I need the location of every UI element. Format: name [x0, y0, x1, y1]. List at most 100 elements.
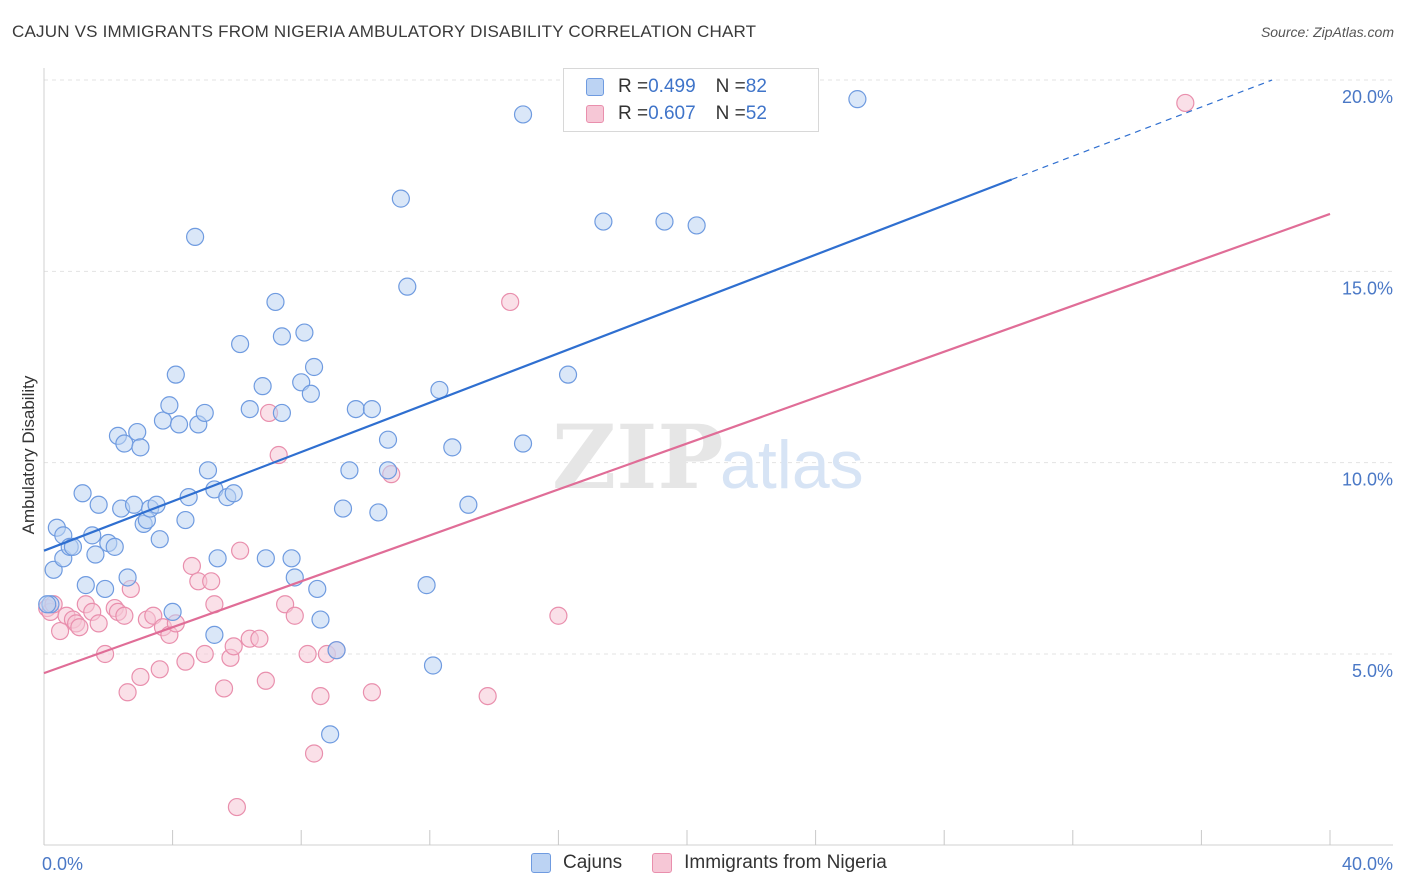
- y-tick-label: 20.0%: [1342, 87, 1393, 107]
- cajun-point: [131, 438, 150, 457]
- nigeria-point: [478, 686, 497, 706]
- cajun-point: [308, 579, 327, 599]
- x-tick-label: 0.0%: [42, 854, 83, 874]
- nigeria-point: [311, 686, 330, 706]
- legend-r-label: R =: [618, 103, 649, 124]
- nigeria-point: [298, 644, 317, 664]
- cajun-point: [166, 365, 185, 384]
- nigeria-point: [89, 614, 108, 633]
- watermark-zip: ZIP: [552, 405, 724, 509]
- legend-swatch-cajuns: [531, 853, 551, 873]
- legend-r-label: R =: [618, 76, 649, 97]
- cajun-point: [195, 403, 214, 423]
- cajun-point: [378, 430, 398, 449]
- trend-lines: [43, 79, 1331, 675]
- cajun-point: [86, 545, 105, 564]
- cajun-point: [558, 365, 578, 384]
- nigeria-point: [1176, 93, 1195, 113]
- nigeria-point: [182, 556, 201, 576]
- legend-swatch-nigeria: [652, 853, 673, 873]
- cajun-point: [398, 277, 417, 296]
- nigeria-point: [285, 606, 304, 625]
- cajun-point: [304, 357, 324, 377]
- series-cajuns-points: [38, 90, 867, 744]
- nigeria-point: [150, 660, 169, 679]
- cajun-point: [176, 510, 195, 530]
- cajun-point: [513, 434, 533, 453]
- cajun-point: [513, 105, 533, 124]
- cajun-point: [687, 216, 706, 235]
- cajun-trend-line: [43, 178, 1013, 552]
- cajun-point: [150, 530, 169, 549]
- cajun-point: [391, 189, 410, 208]
- cajun-point: [333, 499, 353, 518]
- legend-n-label: N =: [715, 76, 746, 97]
- legend-item-nigeria: Immigrants from Nigeria: [652, 852, 887, 874]
- legend-swatch-blue: [586, 78, 604, 96]
- nigeria-point: [501, 292, 520, 312]
- legend-swatch-pink: [586, 105, 604, 123]
- stats-legend: R = 0.499 N = 82 R = 0.607 N = 52: [563, 68, 819, 132]
- cajun-point: [340, 461, 359, 480]
- legend-n-value: 82: [745, 76, 767, 97]
- cajun-point: [848, 90, 867, 109]
- legend-n-label: N =: [715, 103, 746, 124]
- cajun-point: [38, 595, 57, 614]
- cajun-point: [378, 461, 398, 480]
- series-legend: Cajuns Immigrants from Nigeria: [531, 852, 917, 874]
- cajun-point: [128, 422, 147, 442]
- cajun-point: [321, 725, 340, 744]
- cajun-point: [105, 537, 124, 556]
- nigeria-point: [176, 652, 195, 671]
- legend-item-cajuns: Cajuns: [531, 852, 622, 874]
- cajun-point: [153, 411, 173, 430]
- y-tick-label: 10.0%: [1342, 470, 1393, 490]
- cajun-point: [63, 537, 83, 556]
- cajun-point: [198, 461, 218, 480]
- cajun-point: [311, 610, 330, 629]
- nigeria-point: [70, 618, 89, 637]
- cajun-point: [186, 227, 205, 246]
- nigeria-point: [214, 679, 234, 698]
- nigeria-point: [202, 572, 221, 591]
- nigeria-point: [362, 683, 382, 702]
- cajun-point: [160, 396, 179, 415]
- nigeria-point: [50, 621, 70, 641]
- cajun-point: [417, 576, 436, 595]
- cajun-point: [301, 384, 320, 403]
- nigeria-point: [115, 606, 134, 625]
- cajun-point: [655, 212, 674, 231]
- nigeria-point: [304, 744, 324, 763]
- cajun-point: [208, 549, 227, 568]
- nigeria-trend-line: [43, 212, 1331, 675]
- cajun-point: [205, 625, 224, 644]
- cajun-point: [253, 377, 272, 396]
- cajun-point: [224, 484, 243, 503]
- y-axis-label: Ambulatory Disability: [19, 375, 38, 534]
- nigeria-point: [549, 606, 568, 625]
- cajun-point: [282, 549, 301, 568]
- watermark: ZIP atlas: [552, 405, 864, 509]
- watermark-atlas: atlas: [720, 427, 864, 503]
- legend-r-value: 0.499: [648, 76, 696, 97]
- nigeria-point: [250, 629, 269, 648]
- cajun-point: [169, 415, 189, 434]
- cajun-point: [443, 438, 462, 457]
- y-tick-label: 5.0%: [1352, 661, 1393, 681]
- cajun-point: [240, 399, 259, 419]
- nigeria-point: [195, 644, 214, 664]
- cajun-point: [295, 323, 314, 342]
- x-tick-label: 40.0%: [1342, 854, 1393, 874]
- cajun-point: [95, 579, 115, 599]
- source-label: Source: ZipAtlas.com: [1260, 24, 1394, 40]
- cajun-point: [423, 656, 443, 675]
- cajun-point: [124, 495, 144, 514]
- cajun-point: [163, 602, 182, 622]
- y-tick-label: 15.0%: [1342, 278, 1393, 298]
- cajun-point: [327, 641, 346, 660]
- cajun-point: [231, 334, 250, 354]
- cajun-point: [118, 568, 137, 587]
- cajun-point: [266, 292, 285, 312]
- legend-row-nigeria: R = 0.607 N = 52: [586, 101, 767, 127]
